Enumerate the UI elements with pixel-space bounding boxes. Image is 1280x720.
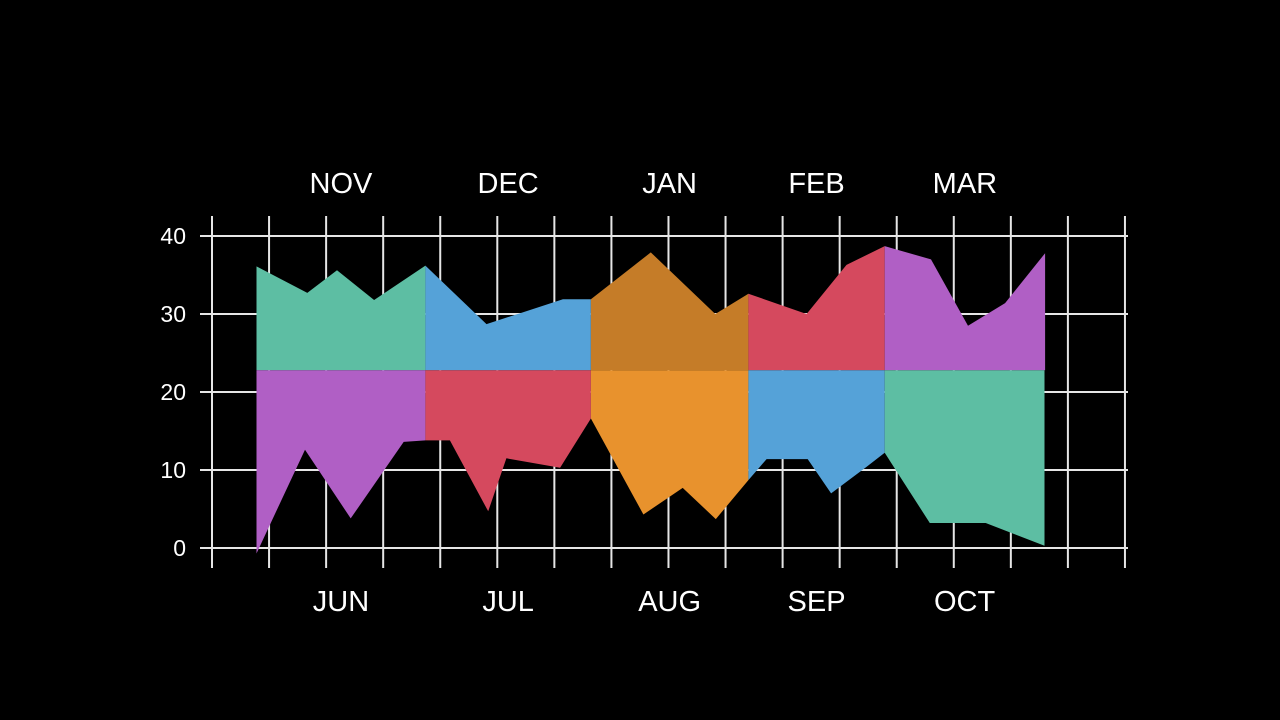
bottom-month-label: SEP bbox=[788, 586, 846, 618]
area-top-mar bbox=[884, 246, 1046, 371]
month-labels: NOV DEC JAN FEB MAR JUN JUL AUG SEP OCT bbox=[310, 168, 998, 618]
y-tick-label: 30 bbox=[160, 301, 186, 327]
y-tick-label: 10 bbox=[160, 457, 186, 483]
y-tick-label: 0 bbox=[173, 535, 186, 561]
area-top-feb bbox=[748, 246, 885, 371]
area-bottom-jul bbox=[425, 370, 591, 512]
y-tick-label: 20 bbox=[160, 379, 186, 405]
area-bottom-jun bbox=[256, 370, 426, 554]
bottom-month-label: JUL bbox=[482, 586, 534, 618]
top-month-label: JAN bbox=[642, 168, 697, 200]
area-bottom-aug bbox=[590, 370, 749, 520]
area-bottom-oct bbox=[884, 370, 1045, 546]
area-top-jan bbox=[590, 252, 749, 371]
y-tick-label: 40 bbox=[160, 223, 186, 249]
top-month-label: FEB bbox=[788, 168, 844, 200]
area-bottom-sep bbox=[748, 370, 885, 494]
area-top-dec bbox=[425, 265, 591, 371]
y-axis-ticks: 0 10 20 30 40 bbox=[160, 223, 186, 561]
bottom-month-label: AUG bbox=[638, 586, 701, 618]
top-month-label: NOV bbox=[310, 168, 374, 200]
top-month-label: DEC bbox=[478, 168, 539, 200]
areas bbox=[256, 246, 1046, 554]
area-top-nov bbox=[256, 265, 426, 371]
bottom-month-label: JUN bbox=[313, 586, 369, 618]
bottom-month-label: OCT bbox=[934, 586, 996, 618]
top-month-label: MAR bbox=[933, 168, 997, 200]
